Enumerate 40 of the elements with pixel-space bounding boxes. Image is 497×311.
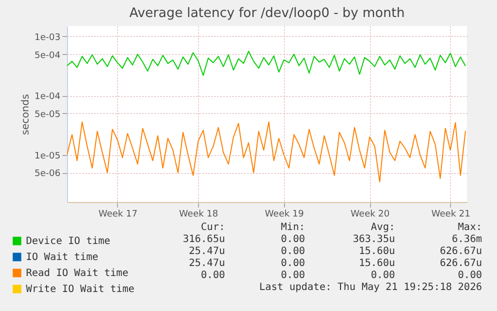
legend-label: Device IO time — [26, 236, 110, 247]
text: 15.60u — [358, 246, 395, 257]
text: 0.00 — [280, 270, 305, 281]
text: Avg: — [370, 222, 395, 233]
x-tick-label: Week 19 — [264, 210, 304, 220]
y-tick-label: 5e-04 — [34, 50, 61, 61]
text: 0.00 — [280, 234, 305, 245]
text: Cur: — [200, 222, 225, 233]
x-tick-label: Week 17 — [98, 210, 138, 220]
text: Max: — [458, 222, 482, 233]
text: 0.00 — [458, 270, 482, 281]
y-tick-label: 1e-05 — [34, 151, 60, 162]
y-tick-label: 5e-06 — [34, 169, 61, 180]
line-series — [67, 50, 466, 76]
text: 25.47u — [188, 246, 225, 257]
text: 363.35u — [352, 234, 395, 245]
line-series — [67, 121, 466, 182]
y-tick-label: 1e-04 — [34, 92, 61, 102]
legend-label: Read IO Wait time — [26, 268, 128, 279]
text: 0.00 — [280, 246, 305, 257]
text: 15.60u — [358, 258, 395, 269]
text: 0.00 — [200, 270, 225, 281]
text: 6.36m — [452, 234, 482, 245]
legend-label: Write IO Wait time — [26, 284, 134, 295]
text: 626.67u — [440, 246, 482, 257]
x-tick-label: Week 21 — [431, 210, 470, 220]
text: 316.65u — [182, 234, 225, 245]
chart-title: Average latency for /dev/loop0 - by month — [129, 6, 405, 21]
text: 626.67u — [440, 258, 482, 269]
y-tick-label: 5e-05 — [34, 110, 60, 120]
text: 0.00 — [280, 258, 305, 269]
y-tick-label: 1e-03 — [34, 32, 60, 43]
text: Min: — [280, 222, 305, 233]
x-tick-label: Week 18 — [179, 210, 218, 220]
legend-label: IO Wait time — [26, 252, 98, 263]
text: Last update: Thu May 21 19:25:18 2026 — [259, 282, 482, 293]
y-axis-title: seconds — [20, 94, 32, 135]
text: 25.47u — [188, 258, 225, 269]
text: 0.00 — [370, 270, 395, 281]
x-tick-label: Week 20 — [350, 210, 390, 220]
